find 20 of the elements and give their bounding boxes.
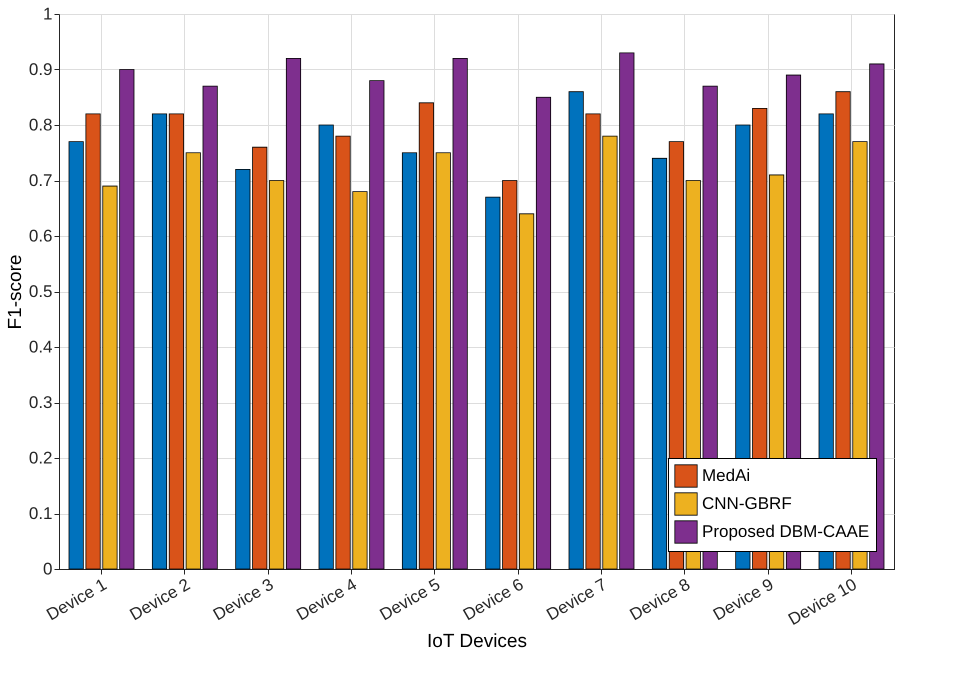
- y-tick-label: 1: [43, 4, 52, 24]
- legend-label: Proposed DBM-CAAE: [702, 522, 870, 541]
- y-tick-label: 0: [43, 560, 52, 578]
- y-tick-label: 0.1: [28, 504, 52, 523]
- legend-label: MedAi: [702, 466, 750, 485]
- y-tick-label: 0.6: [28, 226, 52, 246]
- y-tick-label: 0.9: [28, 60, 52, 79]
- y-tick-label: 0.7: [28, 171, 52, 190]
- y-tick-label: 0.5: [28, 282, 52, 301]
- y-tick-label: 0.2: [28, 448, 52, 468]
- legend-label: CNN-GBRF: [702, 494, 792, 513]
- y-tick-label: 0.8: [28, 116, 52, 134]
- bar: [152, 114, 168, 570]
- x-axis-title: IoT Devices: [427, 631, 527, 652]
- y-tick-label: 0.4: [28, 338, 52, 356]
- y-tick-label: 0.3: [28, 393, 52, 412]
- bar: [286, 58, 302, 570]
- bar: [536, 96, 552, 570]
- bar: [402, 152, 418, 570]
- y-axis-title: F1-score: [4, 254, 26, 330]
